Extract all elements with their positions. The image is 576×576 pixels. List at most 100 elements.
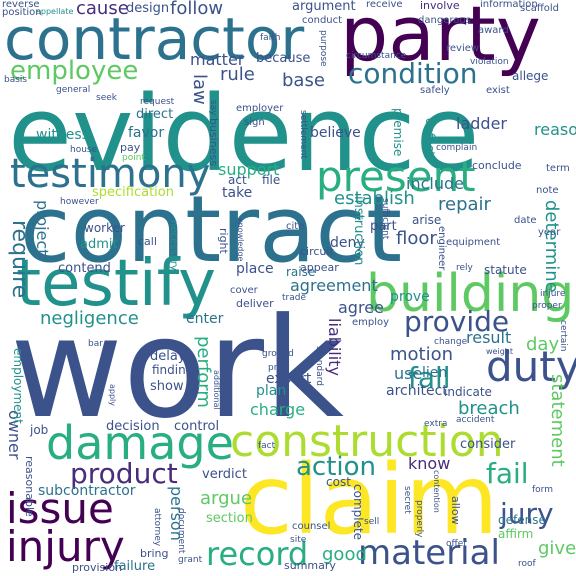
word-expert: expert bbox=[266, 371, 312, 387]
word-claim: claim bbox=[240, 444, 499, 556]
word-safely: safely bbox=[420, 85, 450, 96]
word-file: file bbox=[262, 173, 281, 187]
word-perform: perform bbox=[193, 336, 214, 408]
word-ladder: ladder bbox=[456, 114, 507, 133]
word-properly: properly bbox=[414, 500, 424, 538]
word-consider: consider bbox=[460, 437, 516, 452]
word-err: err bbox=[40, 401, 53, 411]
word-injure: injure bbox=[540, 289, 566, 299]
word-establish: establish bbox=[334, 188, 415, 209]
word-faith: faith bbox=[260, 33, 281, 43]
word-contend: contend bbox=[58, 261, 111, 276]
word-necessary: necessary bbox=[168, 220, 179, 271]
word-counsel: counsel bbox=[292, 521, 331, 532]
word-dangerous: dangerous bbox=[418, 15, 471, 26]
word-use: use bbox=[394, 364, 423, 383]
word-follow: follow bbox=[170, 0, 224, 19]
word-job: job bbox=[30, 423, 49, 437]
word-employer: employer bbox=[236, 103, 284, 114]
word-work: work bbox=[10, 288, 344, 449]
word-issue: issue bbox=[6, 484, 114, 533]
word-secret: secret bbox=[402, 486, 412, 514]
word-contractor: contractor bbox=[4, 5, 305, 73]
word-weight: weight bbox=[486, 347, 513, 356]
word-delay: delay bbox=[150, 349, 186, 364]
word-affirm: affirm bbox=[498, 527, 534, 541]
word-testify: testify bbox=[16, 247, 216, 321]
word-pay: pay bbox=[120, 141, 141, 154]
word-bar: bar bbox=[88, 339, 103, 349]
word-control: control bbox=[174, 419, 220, 434]
word-appear: appear bbox=[300, 261, 339, 274]
word-architect: architect bbox=[386, 383, 448, 399]
word-bring: bring bbox=[140, 547, 169, 560]
word-fact: fact bbox=[258, 441, 276, 451]
word-standard: standard bbox=[314, 346, 324, 386]
word-review: review bbox=[446, 43, 480, 54]
word-duty: duty bbox=[486, 342, 576, 391]
word-employment: employment bbox=[11, 348, 25, 424]
word-document: document bbox=[176, 508, 186, 554]
word-design: design bbox=[126, 1, 170, 16]
word-engineer: engineer bbox=[436, 226, 447, 271]
word-base: base bbox=[282, 70, 325, 91]
word-defense: defense bbox=[498, 513, 546, 527]
word-evidence: evidence bbox=[8, 73, 480, 195]
word-conclude: conclude bbox=[472, 159, 522, 172]
word-party: party bbox=[340, 0, 541, 78]
word-rule: rule bbox=[220, 64, 255, 85]
word-grant: grant bbox=[178, 555, 203, 565]
word-knowledge: knowledge bbox=[236, 218, 245, 262]
word-allege: allege bbox=[512, 69, 549, 83]
word-appellate: appellate bbox=[36, 7, 74, 16]
word-material: material bbox=[358, 533, 500, 573]
word-information: information bbox=[480, 0, 538, 10]
word-prove: prove bbox=[390, 289, 430, 305]
word-arise: arise bbox=[412, 213, 442, 227]
word-construction: construction bbox=[230, 416, 504, 467]
word-site: site bbox=[290, 535, 307, 545]
word-know: know bbox=[408, 454, 451, 473]
word-failure: failure bbox=[114, 559, 156, 574]
word-cite: cite bbox=[286, 221, 305, 232]
word-fall: fall bbox=[408, 361, 451, 394]
word-provide: provide bbox=[404, 305, 510, 338]
word-accident: accident bbox=[456, 415, 495, 425]
word-negligence: negligence bbox=[40, 308, 139, 329]
word-breach: breach bbox=[458, 398, 520, 419]
word-reverse: reverse bbox=[2, 0, 40, 10]
word-rely: rely bbox=[456, 263, 473, 273]
word-employ: employ bbox=[352, 317, 390, 328]
word-point: point bbox=[122, 153, 145, 163]
word-project: project bbox=[33, 200, 52, 256]
word-form: form bbox=[532, 485, 553, 495]
word-reasonable: reasonable bbox=[23, 456, 36, 517]
word-cover: cover bbox=[230, 285, 258, 296]
word-instruction: instruction bbox=[351, 196, 366, 266]
word-day: day bbox=[526, 334, 560, 355]
word-action: action bbox=[296, 452, 377, 482]
word-floor: floor bbox=[396, 228, 437, 249]
word-owner: owner bbox=[5, 410, 24, 460]
word-building: building bbox=[366, 264, 575, 324]
word-product: product bbox=[70, 457, 178, 490]
word-specification: specification bbox=[92, 185, 174, 200]
word-sign: sign bbox=[244, 117, 265, 128]
word-take: take bbox=[222, 185, 253, 201]
word-business: business bbox=[207, 118, 220, 166]
word-argument: argument bbox=[292, 0, 356, 14]
word-require: require bbox=[7, 220, 32, 299]
word-purpose: purpose bbox=[318, 30, 328, 67]
word-finding: finding bbox=[152, 363, 194, 377]
word-complete: complete bbox=[351, 484, 365, 541]
word-favor: favor bbox=[128, 125, 165, 141]
word-agree: agree bbox=[338, 298, 384, 317]
word-damage: damage bbox=[46, 416, 234, 470]
word-provision: provision bbox=[72, 561, 123, 574]
word-cost: cost bbox=[326, 475, 351, 489]
word-verdict: verdict bbox=[202, 467, 247, 482]
word-complain: complain bbox=[436, 143, 478, 153]
word-jury: jury bbox=[500, 497, 554, 530]
word-premise: premise bbox=[391, 108, 405, 157]
